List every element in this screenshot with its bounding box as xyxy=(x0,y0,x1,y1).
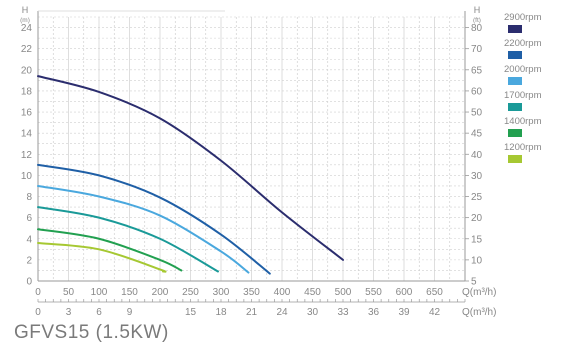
y-tick-label: 24 xyxy=(21,23,33,34)
secondary-x-tick-label: 9 xyxy=(127,307,133,318)
y-axis-unit-label: H xyxy=(22,5,29,15)
right-y-tick-label: 50 xyxy=(471,108,483,119)
secondary-x-tick-label: 15 xyxy=(185,307,197,318)
legend-swatch-2000rpm xyxy=(508,77,522,85)
grid-lines xyxy=(38,16,466,281)
secondary-x-tick-label: 21 xyxy=(246,307,258,318)
x-tick-label: 450 xyxy=(304,287,321,298)
y-tick-label: 10 xyxy=(21,171,33,182)
curves xyxy=(37,75,344,275)
x-tick-label: 500 xyxy=(335,287,352,298)
y-tick-label: 22 xyxy=(21,44,33,55)
curve-1700rpm xyxy=(37,206,219,273)
y-tick-label: 14 xyxy=(21,129,33,140)
right-y-tick-label: 60 xyxy=(471,86,483,97)
x-tick-label: 550 xyxy=(365,287,382,298)
right-y-tick-label: 30 xyxy=(471,171,483,182)
y-tick-label: 12 xyxy=(21,150,33,161)
y-tick-label: 6 xyxy=(26,213,32,224)
legend-swatch-2900rpm xyxy=(508,25,522,33)
curve-1200rpm xyxy=(37,241,167,273)
y-tick-label: 20 xyxy=(21,65,33,76)
x-tick-label: 650 xyxy=(426,287,443,298)
model-label: GFVS15 (1.5KW) xyxy=(14,322,169,343)
secondary-x-tick-label: 42 xyxy=(429,307,441,318)
y-tick-label: 0 xyxy=(26,277,32,288)
legend-label-1400rpm: 1400rpm xyxy=(504,116,542,127)
curve-2200rpm xyxy=(37,163,271,275)
right-y-tick-label: 15 xyxy=(471,234,483,245)
y-tick-label: 2 xyxy=(26,255,32,266)
right-y-tick-label: 40 xyxy=(471,150,483,161)
x-tick-label: 400 xyxy=(274,287,291,298)
legend-label-1200rpm: 1200rpm xyxy=(504,142,542,153)
x-tick-label: 350 xyxy=(243,287,260,298)
secondary-x-tick-label: 24 xyxy=(276,307,288,318)
secondary-x-tick-label: 18 xyxy=(215,307,227,318)
legend-label-2200rpm: 2200rpm xyxy=(504,38,542,49)
right-y-tick-label: 45 xyxy=(471,129,483,140)
y-axis-unit-sub-label: (m) xyxy=(20,17,30,24)
secondary-x-tick-label: 39 xyxy=(398,307,410,318)
legend-swatch-1400rpm xyxy=(508,129,522,137)
x-axis-label: Q(m³/h) xyxy=(462,287,496,298)
right-y-tick-label: 5 xyxy=(471,277,477,288)
legend: 2900rpm 2200rpm 2000rpm 1700rpm 1400rpm 1200r… xyxy=(504,12,542,163)
legend-label-2900rpm: 2900rpm xyxy=(504,12,542,23)
y-tick-label: 18 xyxy=(21,86,33,97)
right-axis-unit-label: H xyxy=(474,5,481,15)
legend-swatch-1200rpm xyxy=(508,155,522,163)
curve-2900rpm xyxy=(37,75,344,261)
curve-1400rpm xyxy=(37,228,183,272)
y-tick-label: 16 xyxy=(21,108,33,119)
x-tick-label: 50 xyxy=(63,287,75,298)
right-y-tick-label: 20 xyxy=(471,213,483,224)
x-tick-label: 250 xyxy=(182,287,199,298)
right-y-tick-label: 10 xyxy=(471,255,483,266)
x-tick-label: 150 xyxy=(121,287,138,298)
tick-labels: 024681012141618202224H(m)510152025304045… xyxy=(20,5,496,318)
x-tick-label: 300 xyxy=(213,287,230,298)
legend-swatch-2200rpm xyxy=(508,51,522,59)
right-y-tick-label: 25 xyxy=(471,192,483,203)
y-tick-label: 4 xyxy=(26,234,32,245)
curve-2000rpm xyxy=(37,184,250,274)
secondary-x-tick-label: 33 xyxy=(337,307,349,318)
legend-label-2000rpm: 2000rpm xyxy=(504,64,542,75)
y-tick-label: 8 xyxy=(26,192,32,203)
secondary-x-tick-label: 0 xyxy=(35,307,41,318)
right-axis-unit-sub-label: (ft) xyxy=(473,17,481,24)
x-tick-label: 200 xyxy=(152,287,169,298)
secondary-x-tick-label: 6 xyxy=(96,307,102,318)
x-tick-label: 600 xyxy=(396,287,413,298)
legend-label-1700rpm: 1700rpm xyxy=(504,90,542,101)
x-tick-label: 100 xyxy=(91,287,108,298)
x-tick-label: 0 xyxy=(35,287,41,298)
right-y-tick-label: 65 xyxy=(471,65,483,76)
axes xyxy=(37,10,469,303)
secondary-x-tick-label: 30 xyxy=(307,307,319,318)
secondary-x-tick-label: 3 xyxy=(66,307,72,318)
secondary-x-tick-label: 36 xyxy=(368,307,380,318)
right-y-tick-label: 70 xyxy=(471,44,483,55)
right-y-tick-label: 80 xyxy=(471,23,483,34)
legend-swatch-1700rpm xyxy=(508,103,522,111)
secondary-x-axis-label: Q(m³/h) xyxy=(462,307,496,318)
